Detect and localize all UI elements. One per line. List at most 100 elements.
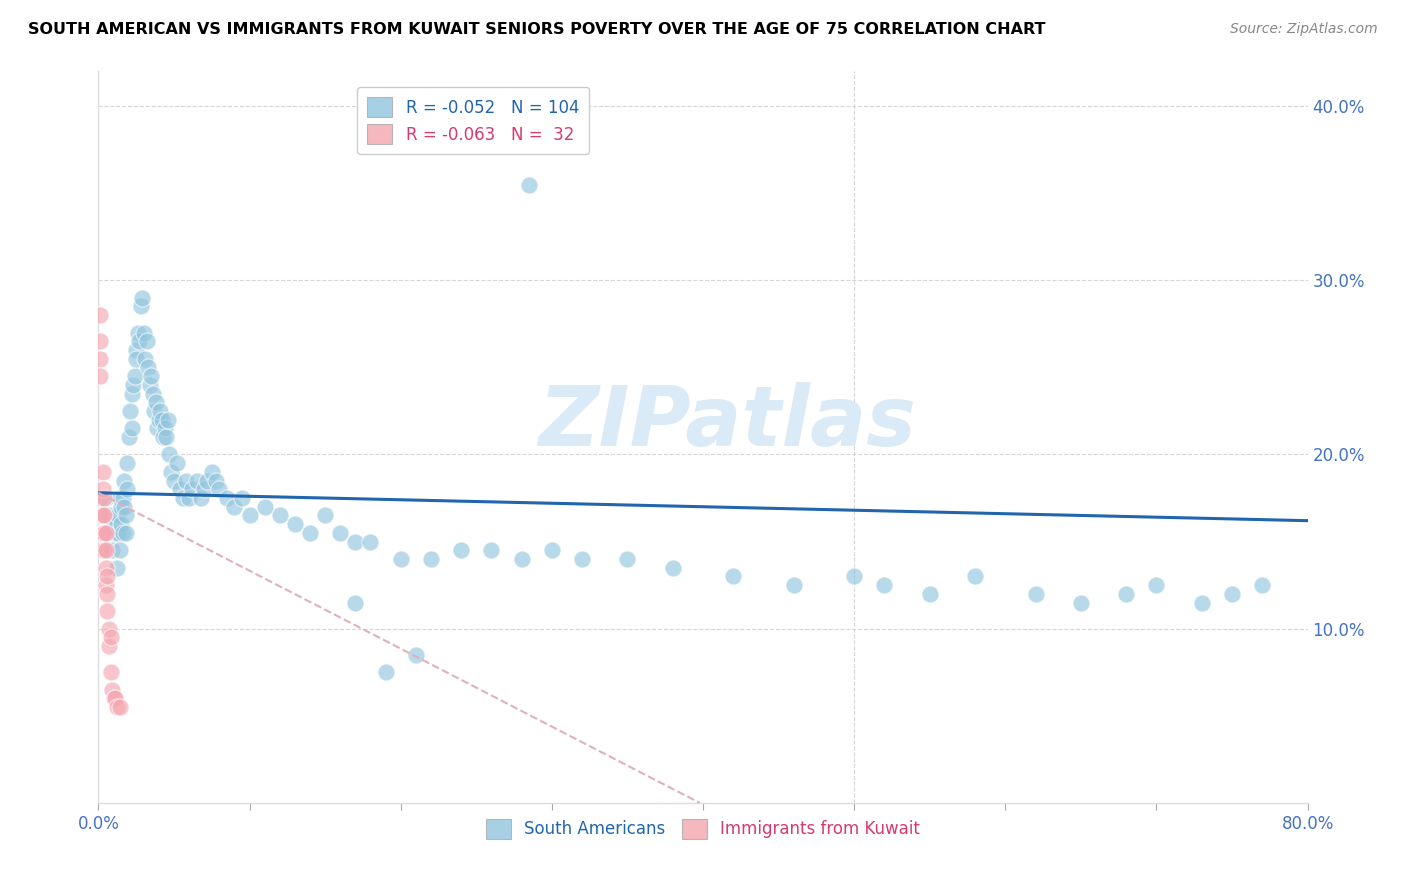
Point: [107, 508, 129, 523]
Point: [91, 483, 114, 497]
Point: [163, 474, 186, 488]
Point: [616, 552, 638, 566]
Point: [135, 334, 157, 349]
Point: [105, 560, 128, 574]
Point: [299, 525, 322, 540]
Point: [844, 569, 866, 583]
Point: [172, 491, 194, 505]
Point: [1024, 587, 1046, 601]
Legend: South Americans, Immigrants from Kuwait: South Americans, Immigrants from Kuwait: [479, 812, 927, 846]
Point: [208, 483, 231, 497]
Point: [94, 578, 117, 592]
Point: [201, 465, 224, 479]
Point: [1115, 587, 1137, 601]
Point: [224, 500, 246, 514]
Point: [90, 508, 112, 523]
Point: [190, 491, 212, 505]
Point: [104, 691, 127, 706]
Point: [103, 691, 125, 706]
Point: [783, 578, 806, 592]
Point: [121, 386, 143, 401]
Point: [150, 412, 173, 426]
Point: [1144, 578, 1167, 592]
Point: [481, 543, 503, 558]
Point: [111, 491, 134, 505]
Point: [96, 604, 118, 618]
Point: [98, 639, 121, 653]
Point: [142, 386, 165, 401]
Point: [174, 474, 197, 488]
Point: [420, 552, 443, 566]
Point: [112, 500, 135, 514]
Point: [129, 300, 152, 314]
Point: [405, 648, 427, 662]
Point: [101, 682, 124, 697]
Point: [517, 178, 540, 192]
Point: [141, 369, 163, 384]
Point: [104, 525, 127, 540]
Point: [89, 334, 111, 349]
Point: [1220, 587, 1243, 601]
Point: [94, 525, 117, 540]
Point: [153, 421, 176, 435]
Point: [107, 525, 129, 540]
Point: [329, 525, 352, 540]
Point: [661, 560, 683, 574]
Point: [143, 404, 166, 418]
Point: [115, 483, 138, 497]
Text: ZIPatlas: ZIPatlas: [538, 382, 917, 463]
Point: [103, 517, 125, 532]
Point: [91, 465, 114, 479]
Point: [93, 491, 115, 505]
Point: [121, 421, 143, 435]
Point: [215, 491, 238, 505]
Point: [108, 700, 131, 714]
Point: [122, 377, 145, 392]
Point: [284, 517, 307, 532]
Point: [179, 491, 201, 505]
Point: [314, 508, 336, 523]
Point: [98, 622, 121, 636]
Point: [118, 430, 141, 444]
Point: [918, 587, 941, 601]
Point: [231, 491, 253, 505]
Point: [91, 525, 114, 540]
Point: [128, 334, 150, 349]
Point: [166, 456, 188, 470]
Point: [1070, 595, 1092, 609]
Point: [110, 500, 132, 514]
Point: [96, 569, 118, 583]
Point: [360, 534, 382, 549]
Point: [94, 491, 117, 505]
Point: [98, 508, 121, 523]
Point: [93, 543, 115, 558]
Point: [873, 578, 896, 592]
Point: [131, 291, 153, 305]
Point: [105, 517, 128, 532]
Point: [160, 465, 183, 479]
Point: [145, 395, 167, 409]
Point: [1191, 595, 1213, 609]
Point: [965, 569, 987, 583]
Point: [100, 665, 122, 680]
Point: [181, 483, 204, 497]
Point: [195, 474, 218, 488]
Point: [723, 569, 745, 583]
Point: [344, 534, 367, 549]
Point: [450, 543, 472, 558]
Point: [124, 369, 146, 384]
Point: [91, 508, 114, 523]
Point: [93, 508, 115, 523]
Point: [94, 560, 117, 574]
Point: [156, 412, 179, 426]
Point: [149, 404, 172, 418]
Point: [134, 351, 156, 366]
Point: [101, 543, 124, 558]
Point: [1251, 578, 1274, 592]
Point: [540, 543, 562, 558]
Point: [105, 700, 128, 714]
Point: [146, 421, 169, 435]
Point: [269, 508, 291, 523]
Point: [93, 525, 115, 540]
Point: [389, 552, 412, 566]
